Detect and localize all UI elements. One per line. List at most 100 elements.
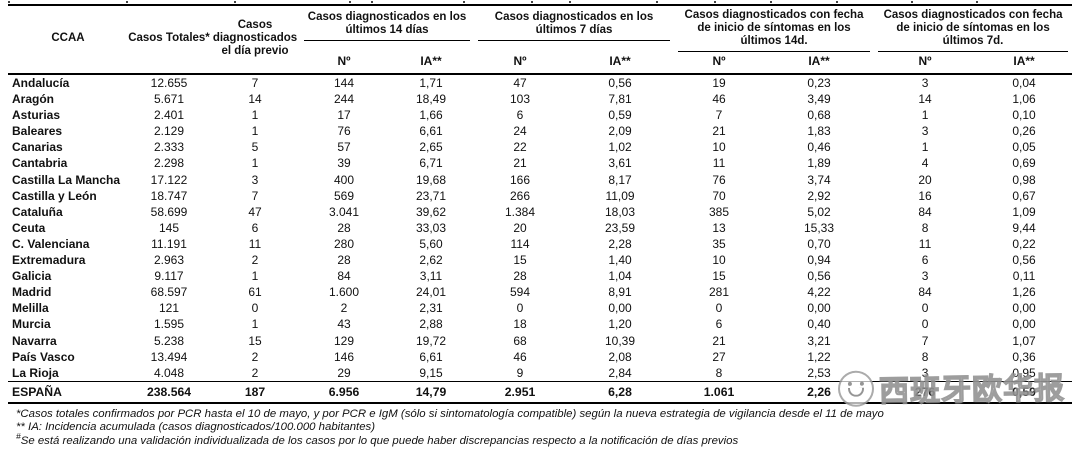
value-cell: 18 — [513, 317, 527, 332]
ccaa-name-cell: Galicia — [12, 269, 52, 284]
value-cell: 46 — [712, 92, 726, 107]
value-cell: 35 — [712, 236, 726, 251]
value-cell: 0,05 — [1012, 140, 1036, 155]
ccaa-name-cell: Melilla — [12, 301, 49, 316]
value-cell: 5.671 — [153, 92, 185, 107]
header-group-14dias: Casos diagnosticados en los últimos 14 d… — [300, 5, 474, 52]
value-cell: 18.747 — [150, 188, 188, 203]
value-cell: 121 — [158, 301, 180, 316]
value-cell: 84 — [918, 204, 932, 219]
value-cell: 27 — [712, 349, 726, 364]
value-cell: 3,49 — [807, 92, 831, 107]
table-row: Aragón 5.671 14 244 18,49 103 7,81 46 3,49 14 1,06 — [8, 91, 1072, 107]
value-cell: 2.963 — [153, 253, 185, 268]
value-cell: 22 — [513, 140, 527, 155]
value-cell: 6.956 — [328, 384, 360, 399]
table-row: Castilla y León 18.747 7 569 23,71 266 11,09 70… — [8, 188, 1072, 204]
table-row: Navarra 5.238 15 129 19,72 68 10,39 21 3,21 7 1,07 — [8, 332, 1072, 348]
value-cell: 0,59 — [1012, 384, 1036, 399]
value-cell: 1 — [251, 124, 259, 139]
value-cell: 0,00 — [1012, 301, 1036, 316]
value-cell: 0,36 — [1012, 349, 1036, 364]
value-cell: 84 — [337, 269, 351, 284]
header-group-14dias-label: Casos diagnosticados en los últimos 14 d… — [304, 9, 471, 41]
value-cell: 400 — [333, 172, 355, 187]
value-cell: 15 — [248, 333, 262, 348]
value-cell: 0,70 — [807, 236, 831, 251]
value-cell: 7 — [715, 108, 723, 123]
value-cell: 187 — [244, 384, 266, 399]
value-cell: 4.048 — [153, 365, 185, 380]
value-cell: 0,04 — [1012, 76, 1036, 90]
table-row: Melilla 121 0 2 2,31 0 0,00 0 0,00 0 0,00 — [8, 300, 1072, 316]
clipped-caption — [8, 0, 1072, 4]
value-cell: 114 — [510, 236, 530, 251]
value-cell: 166 — [510, 172, 531, 187]
value-cell: 17 — [337, 108, 351, 123]
table-header: CCAA Casos Totales* Casos diagnosticados… — [8, 5, 1073, 74]
value-cell: 129 — [333, 333, 355, 348]
value-cell: 1,22 — [807, 349, 831, 364]
value-cell: 19,68 — [415, 172, 447, 187]
value-cell: 1,07 — [1012, 333, 1036, 348]
subheader-numero: Nº — [712, 53, 726, 68]
value-cell: 3.041 — [328, 204, 360, 219]
value-cell: 0 — [516, 301, 524, 316]
value-cell: 1,83 — [807, 124, 831, 139]
value-cell: 7 — [251, 188, 259, 203]
total-row: ESPAÑA 238.564 187 6.956 14,79 2.951 6,28 1.061… — [8, 381, 1072, 403]
value-cell: 1,26 — [1012, 285, 1036, 300]
value-cell: 1 — [921, 140, 929, 155]
value-cell: 14 — [918, 92, 932, 107]
value-cell: 2.401 — [153, 108, 185, 123]
value-cell: 2,09 — [608, 124, 632, 139]
covid-cases-table: CCAA Casos Totales* Casos diagnosticados… — [8, 4, 1073, 404]
value-cell: 1,02 — [608, 140, 632, 155]
value-cell: 569 — [333, 188, 355, 203]
value-cell: 8 — [921, 349, 929, 364]
value-cell: 3 — [921, 269, 929, 284]
value-cell: 0,67 — [1012, 188, 1036, 203]
ccaa-name-cell: Asturias — [12, 108, 61, 123]
value-cell: 2,08 — [608, 349, 632, 364]
header-group-7dias-label: Casos diagnosticados en los últimos 7 dí… — [478, 9, 671, 41]
value-cell: 28 — [337, 253, 351, 268]
value-cell: 15 — [513, 253, 527, 268]
value-cell: 280 — [333, 236, 355, 251]
table-row: País Vasco 13.494 2 146 6,61 46 2,08 27 1,22 8 0,3… — [8, 349, 1072, 365]
value-cell: 0,22 — [1012, 236, 1036, 251]
header-casos-dia-previo: Casos diagnosticados el día previo — [212, 19, 298, 57]
value-cell: 84 — [918, 285, 932, 300]
header-group-7dias: Casos diagnosticados en los últimos 7 dí… — [474, 5, 674, 52]
value-cell: 0 — [715, 301, 723, 316]
value-cell: 2 — [251, 349, 259, 364]
value-cell: 28 — [513, 269, 527, 284]
value-cell: 6,61 — [419, 124, 443, 139]
value-cell: 39 — [337, 156, 351, 171]
table-row: Extremadura 2.963 2 28 2,62 15 1,40 10 0,94 6 0,56 — [8, 252, 1072, 268]
value-cell: 43 — [337, 317, 351, 332]
header-group-sintomas-7d-label: Casos diagnosticados con fecha de inicio… — [878, 9, 1069, 52]
ccaa-name-cell: Aragón — [12, 92, 54, 107]
value-cell: 21 — [712, 333, 726, 348]
table-row: Andalucía 12.655 7 144 1,71 47 0,56 19 0,23 3 0,04 — [8, 74, 1072, 91]
value-cell: 5,02 — [807, 204, 831, 219]
value-cell: 9.117 — [154, 269, 184, 284]
value-cell: 144 — [333, 76, 355, 90]
value-cell: 0,00 — [608, 301, 632, 316]
value-cell: 10 — [712, 253, 726, 268]
value-cell: 57 — [337, 140, 351, 155]
value-cell: 11.191 — [151, 236, 187, 251]
table-row: Madrid 68.597 61 1.600 24,01 594 8,91 281 4,22 84… — [8, 284, 1072, 300]
value-cell: 281 — [709, 285, 730, 300]
value-cell: 11 — [918, 236, 932, 251]
value-cell: 33,03 — [415, 220, 447, 235]
value-cell: 19,72 — [415, 333, 447, 348]
table-row: Baleares 2.129 1 76 6,61 24 2,09 21 1,83 3 0,26 — [8, 123, 1072, 139]
value-cell: 21 — [712, 124, 726, 139]
ccaa-name-cell: Castilla La Mancha — [12, 172, 121, 187]
value-cell: 0,95 — [1012, 365, 1036, 380]
ccaa-name-cell: Murcia — [12, 317, 51, 332]
value-cell: 14 — [248, 92, 262, 107]
value-cell: 8 — [715, 365, 723, 380]
